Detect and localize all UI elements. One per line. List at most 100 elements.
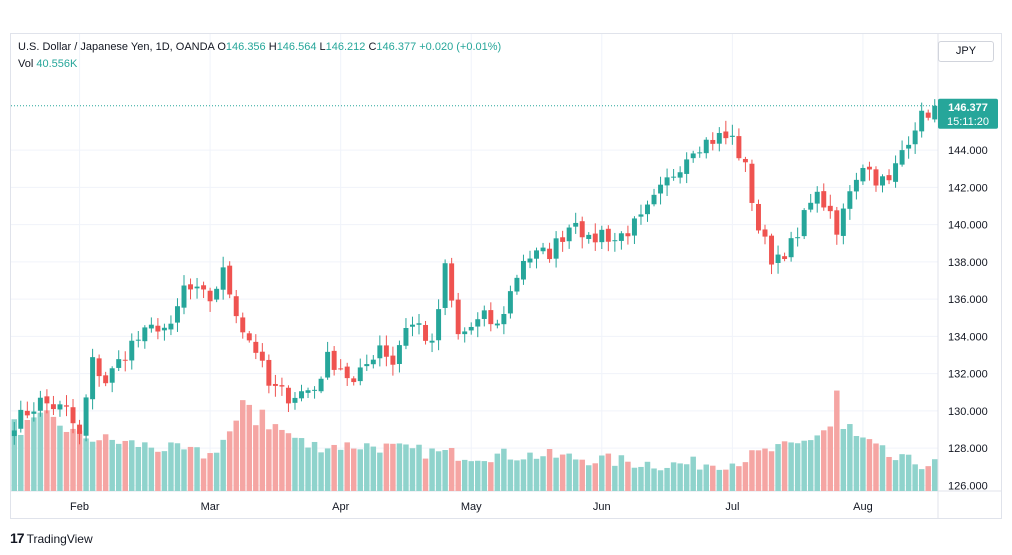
volume-bar [455,460,461,491]
volume-bar [233,420,239,491]
candle-body [383,345,389,357]
candle-body [253,341,259,353]
candle-body [403,327,409,346]
candle-body [233,296,239,317]
price-axis-label: 128.000 [948,443,988,455]
volume-bar [749,450,755,491]
candle-body [201,285,207,290]
volume-bar [546,448,553,491]
volume-bar [44,410,50,491]
candle-body [880,176,885,186]
legend-high-label: H [268,41,277,53]
tradingview-logo[interactable]: 17 TradingView [10,530,93,546]
candle-body [912,130,918,145]
candle-body [834,210,840,235]
candle-body [174,306,180,323]
candle-body [860,167,866,182]
candle-body [357,367,363,382]
volume-bar [670,462,677,491]
candle-body [188,284,194,290]
volume-bar [468,461,474,491]
candle-body [893,163,899,182]
volume-bar [651,468,657,491]
volume-bar [11,419,18,491]
price-axis-label: 132.000 [948,369,988,381]
volume-bar [703,464,709,491]
candle-body [31,411,37,414]
candle-body [57,404,63,410]
candle-body [736,136,742,159]
volume-bar [63,431,70,491]
volume-bar [324,448,331,491]
volume-bar [364,443,370,491]
last-price-value: 146.377 [948,102,988,114]
volume-bar [102,434,109,491]
volume-bar [527,452,533,491]
candle-body [122,359,128,361]
volume-bar [122,440,128,491]
volume-bar [716,469,723,491]
candle-body [547,248,553,260]
candle-body [919,110,925,132]
currency-button[interactable]: JPY [938,41,994,62]
candle-body [423,324,429,341]
time-axis-label: Aug [853,501,873,513]
legend-close-value: 146.377 [376,41,417,53]
time-axis-label: Jul [725,501,739,513]
volume-legend: Vol 40.556K [18,58,77,70]
candle-body [481,310,487,319]
candle-body [462,331,468,335]
candle-body [886,175,892,181]
volume-bar [742,462,749,491]
last-price-countdown: 15:11:20 [947,116,989,128]
volume-bar [488,462,494,491]
volume-bar [207,453,213,491]
candle-body [847,191,853,209]
tradingview-mark: 17 [10,530,25,546]
legend-close-label: C [368,41,377,53]
volume-bar [931,459,938,491]
volume-bar [390,443,396,491]
volume-bar [442,450,448,491]
candle-body [50,404,56,410]
candle-body [586,234,592,239]
volume-bar [873,443,879,491]
volume-bar [657,470,664,491]
volume-bar [762,448,768,491]
volume-bar [435,451,442,491]
time-axis-label: Feb [70,501,89,513]
volume-bar [259,409,266,491]
volume-bar [194,447,200,491]
volume-bar [70,428,76,491]
volume-bar [690,456,696,491]
volume-bar [801,440,807,491]
candle-body [716,132,722,144]
candle-body [684,159,690,174]
volume-bar [461,459,468,491]
volume-bar [821,430,827,491]
candle-body [475,319,481,327]
volume-bar [272,424,279,491]
candle-body [866,166,872,170]
price-axis-label: 144.000 [948,145,988,157]
candle-body [703,139,709,154]
candle-body [782,256,788,260]
candle-body [429,340,435,343]
candlestick-chart[interactable]: 126.000 128.000 130.000 132.000 134.000 136.0… [0,0,1012,520]
candle-body [168,323,174,330]
volume-bar [266,429,272,491]
candle-body [925,112,931,118]
candle-body [625,233,631,237]
volume-bar [187,446,194,491]
candle-body [331,350,337,370]
volume-bar [507,459,514,491]
candle-body [64,405,69,407]
volume-bar [89,441,96,491]
candle-body [534,250,539,259]
candle-body [755,203,761,231]
volume-bar [200,458,207,491]
candle-body [840,208,846,236]
time-axis-label: May [461,501,482,513]
candle-body [573,222,579,227]
volume-bar [76,430,83,491]
